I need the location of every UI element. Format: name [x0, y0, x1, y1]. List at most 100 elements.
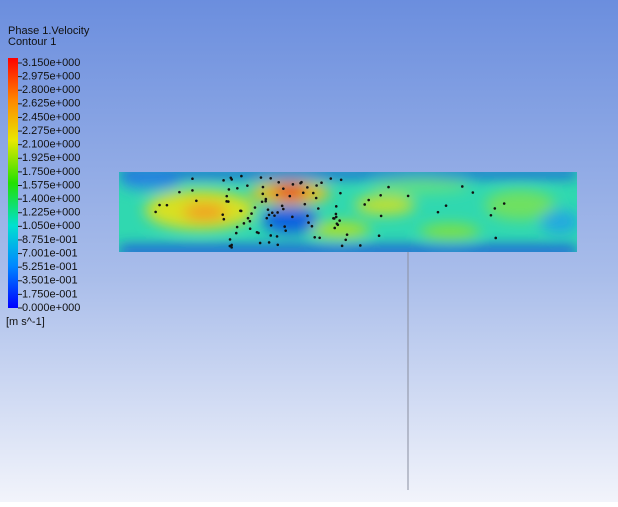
particle [315, 184, 318, 187]
particle [387, 185, 390, 189]
particle [269, 176, 273, 180]
particle [502, 202, 506, 205]
particle [306, 186, 309, 189]
particle [222, 179, 225, 182]
particle [191, 177, 194, 180]
particle [191, 189, 194, 192]
particle [250, 212, 253, 215]
particle [275, 193, 279, 197]
particle [336, 223, 340, 227]
particle [332, 216, 335, 220]
legend-label: 1.050e+000 [22, 220, 80, 232]
legend-title: Phase 1.Velocity [8, 25, 90, 37]
particle [494, 236, 498, 240]
particle [230, 246, 233, 249]
legend-label: 3.150e+000 [22, 57, 80, 69]
legend-label: 1.925e+000 [22, 152, 80, 164]
particle [225, 200, 228, 203]
legend-unit: [m s^-1] [6, 316, 45, 328]
particle [299, 181, 302, 185]
legend-label: 1.575e+000 [22, 179, 80, 191]
particle [273, 214, 276, 217]
particle [257, 231, 260, 235]
particle [158, 203, 161, 207]
particle [306, 214, 309, 218]
legend-label: 1.750e-001 [22, 288, 78, 300]
particle [277, 180, 280, 184]
particle [264, 199, 267, 203]
particle [248, 227, 252, 231]
particle [379, 193, 382, 197]
legend-label: 8.751e-001 [22, 234, 78, 246]
particle [178, 190, 181, 194]
legend-label: 1.750e+000 [22, 166, 80, 178]
particle [339, 191, 342, 195]
legend-label: 2.275e+000 [22, 125, 80, 137]
legend-label: 7.001e-001 [22, 247, 78, 259]
particle [313, 235, 317, 239]
particle [318, 236, 321, 240]
particle [240, 174, 243, 178]
particle [253, 206, 257, 209]
legend-label: 2.975e+000 [22, 71, 80, 83]
particle [246, 184, 249, 187]
particle [269, 234, 273, 237]
particle [301, 191, 305, 195]
legend-label: 3.501e-001 [22, 275, 78, 287]
particle [489, 213, 493, 217]
particle [236, 186, 239, 190]
particle [367, 198, 370, 202]
particle [288, 194, 292, 198]
particle [234, 231, 238, 235]
particle [239, 209, 242, 213]
particle [261, 192, 265, 196]
particle [276, 243, 280, 247]
particle [235, 225, 239, 229]
legend-label: 1.225e+000 [22, 207, 80, 219]
legend-label: 1.400e+000 [22, 193, 80, 205]
particle [334, 215, 338, 219]
particle [260, 200, 264, 204]
particle [270, 211, 274, 215]
particle [248, 219, 252, 223]
particle [282, 187, 285, 190]
color-bar [8, 58, 18, 308]
particle [310, 224, 314, 228]
legend-label: 2.450e+000 [22, 111, 80, 123]
particle [267, 241, 271, 244]
particle [225, 194, 229, 198]
legend-label: 0.000e+000 [22, 302, 80, 314]
particle [329, 177, 333, 180]
particle [345, 233, 349, 236]
particle [283, 225, 286, 228]
particle [338, 219, 341, 222]
particle [154, 210, 157, 214]
particle [265, 216, 269, 220]
particle [284, 229, 287, 232]
particle [261, 185, 265, 189]
particle [267, 213, 271, 217]
legend-subtitle: Contour 1 [8, 36, 56, 48]
particle [266, 208, 270, 211]
contour-plot [119, 172, 577, 252]
particle [228, 244, 232, 248]
particle [344, 238, 348, 242]
particle [227, 188, 231, 191]
particle [363, 203, 366, 206]
particle [276, 211, 279, 214]
particle [165, 203, 169, 207]
particle [444, 204, 448, 207]
legend-label: 2.625e+000 [22, 98, 80, 110]
particle [303, 202, 307, 206]
particle [314, 196, 318, 200]
particle [275, 235, 279, 238]
particle [359, 244, 362, 247]
particle [340, 244, 344, 248]
legend-label: 2.800e+000 [22, 84, 80, 96]
particle [311, 191, 315, 195]
particle [379, 214, 383, 218]
particle [259, 176, 263, 179]
particle [334, 212, 338, 216]
